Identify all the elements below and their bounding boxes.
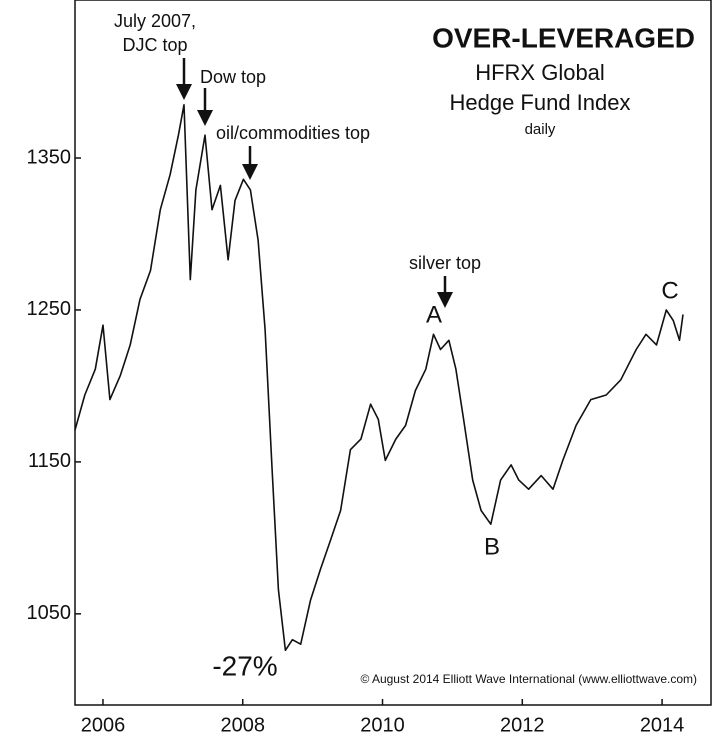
subtitle: HFRX Global <box>475 60 605 85</box>
y-tick-label: 1250 <box>27 298 72 320</box>
annotation: DJC top <box>122 35 187 55</box>
plot-frame <box>74 0 712 706</box>
annotation: July 2007, <box>114 11 196 31</box>
y-tick-label: 1150 <box>28 450 71 472</box>
y-tick-label: 1350 <box>27 146 72 168</box>
annotation: silver top <box>409 253 481 273</box>
annotation: oil/commodities top <box>216 123 370 143</box>
wave-label: A <box>426 301 442 328</box>
copyright: © August 2014 Elliott Wave International… <box>360 672 697 686</box>
chart-title: OVER-LEVERAGED <box>432 22 695 53</box>
arrows <box>176 58 453 308</box>
x-tick-label: 2014 <box>640 714 685 736</box>
index-line <box>74 104 684 652</box>
subtitle: daily <box>525 121 556 138</box>
wave-label: C <box>661 277 678 304</box>
subtitle: Hedge Fund Index <box>449 90 630 115</box>
x-tick-label: 2006 <box>81 714 126 736</box>
x-tick-label: 2010 <box>360 714 405 736</box>
y-tick-label: 1050 <box>27 602 72 624</box>
x-tick-label: 2012 <box>500 714 545 736</box>
wave-label: B <box>484 533 500 560</box>
x-tick-label: 2008 <box>220 714 265 736</box>
annotation: -27% <box>212 650 277 681</box>
annotation: Dow top <box>200 67 266 87</box>
